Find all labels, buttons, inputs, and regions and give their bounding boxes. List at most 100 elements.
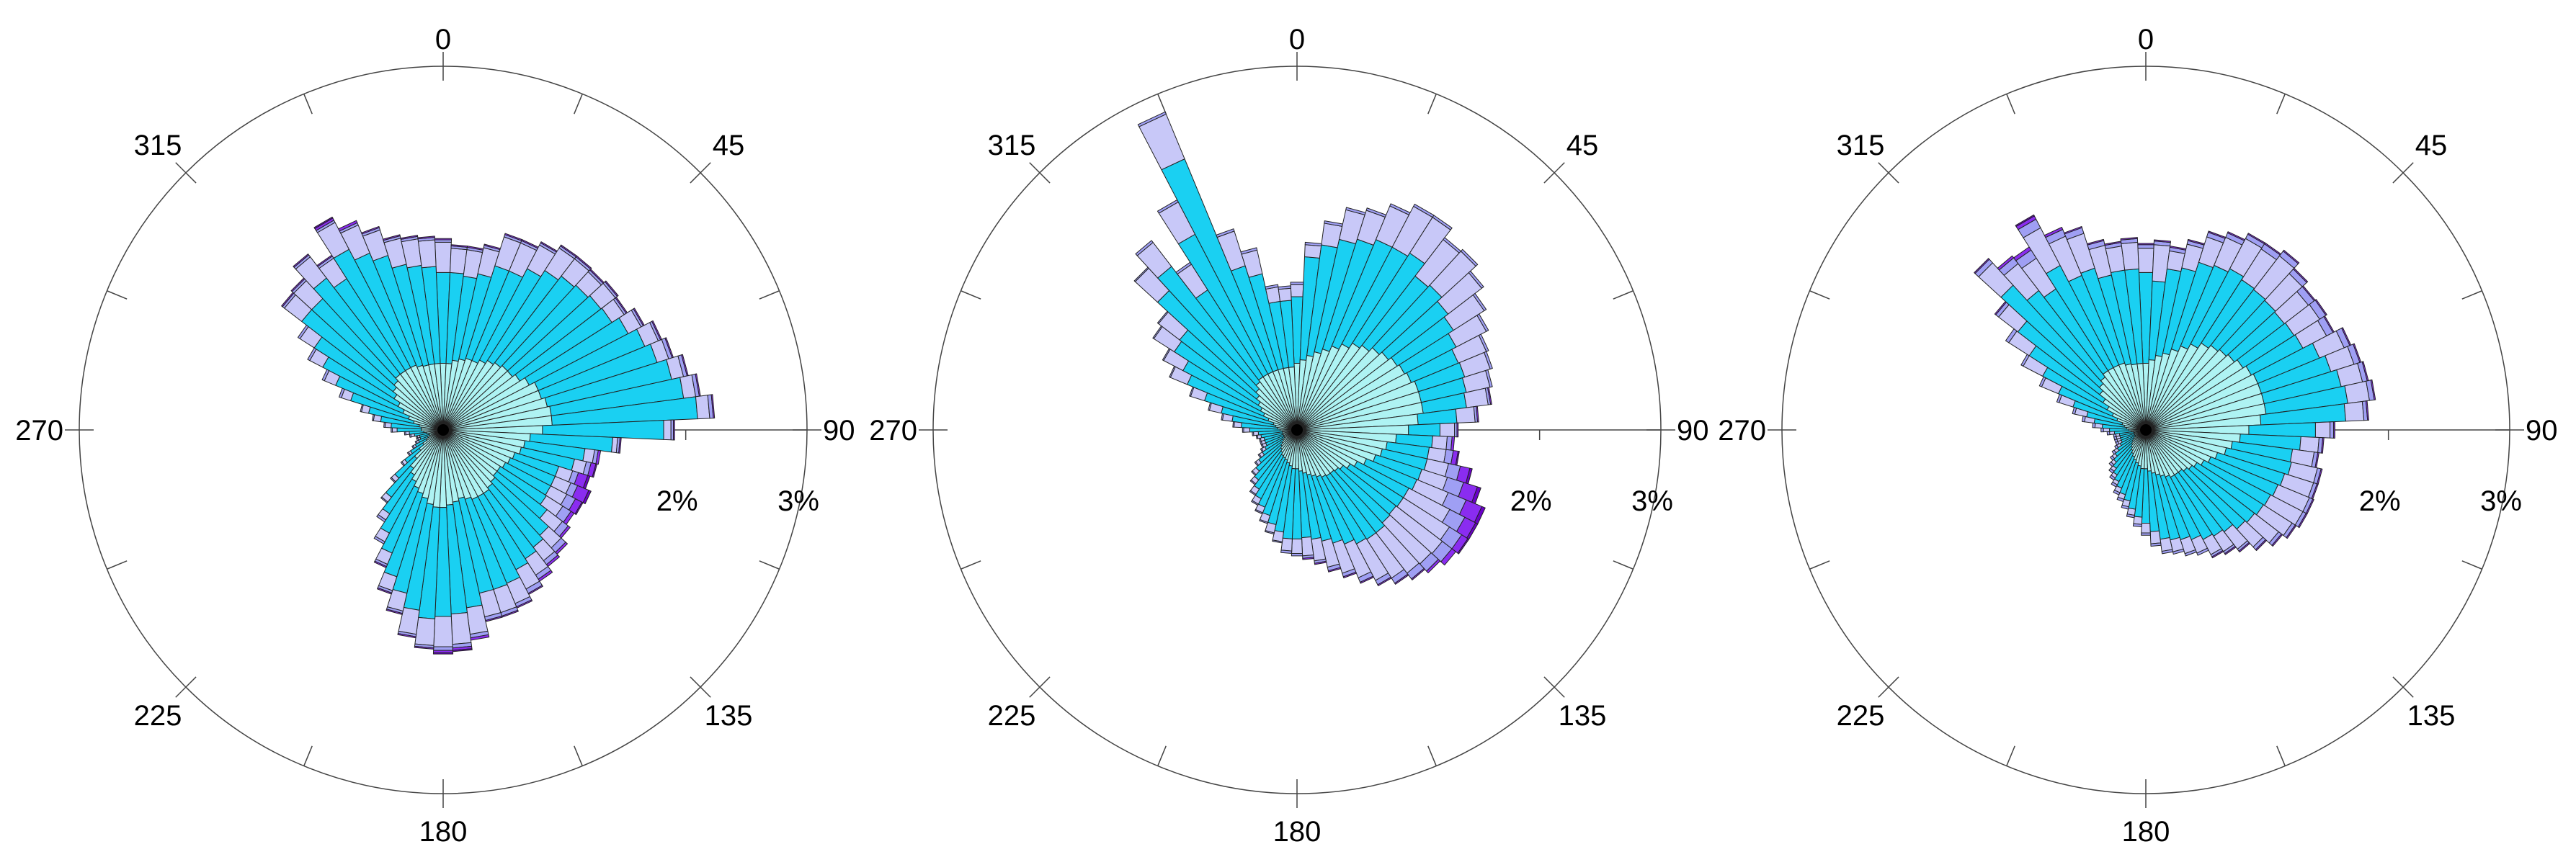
bar-segment-4	[1254, 461, 1260, 467]
bar-segment-5	[385, 609, 404, 615]
bar-segment-5	[1377, 576, 1392, 586]
bar-segment-5	[397, 633, 416, 639]
direction-label: 0	[2138, 24, 2154, 55]
direction-tick	[175, 162, 197, 184]
bar-segment-4	[2116, 496, 2125, 503]
wind-rose-3: 0 45 90 135 180 225 270 315 2% 3%	[1718, 24, 2557, 848]
direction-label: 135	[1559, 700, 1607, 732]
bar-segment-3	[1291, 538, 1303, 555]
bar-segment-4	[2110, 455, 2116, 461]
bar-segment-4	[433, 646, 453, 651]
direction-label: 315	[1837, 130, 1885, 161]
bar-segment-4	[1484, 351, 1493, 369]
bar-segment-4	[1252, 431, 1254, 436]
bar-segment-5	[434, 238, 453, 241]
bar-segment-4	[1249, 480, 1257, 485]
bar-segment-3	[2137, 248, 2154, 273]
bar-segment-4	[380, 496, 388, 503]
bar-segment-5	[377, 587, 393, 595]
direction-tick	[690, 162, 711, 184]
bar-segment-5	[338, 220, 358, 232]
direction-label: 270	[869, 415, 917, 447]
bar-segment-5	[710, 394, 716, 419]
bar-segment-3	[1290, 284, 1304, 297]
bar-segment-5	[2271, 533, 2283, 547]
bar-segment-4	[1265, 284, 1279, 290]
direction-tick	[2392, 676, 2414, 698]
direction-tick	[2006, 745, 2015, 766]
bar-segment-3	[2314, 421, 2331, 439]
radial-label: 2%	[1510, 485, 1552, 517]
bar-segment-5	[618, 437, 622, 454]
bar-segment-4	[1280, 549, 1293, 555]
bar-segment-4	[2109, 475, 2116, 481]
bar-segment-4	[1254, 508, 1263, 515]
bar-segment-4	[411, 445, 415, 449]
bar-segment-4	[1251, 470, 1257, 476]
bar-segment-3	[1301, 537, 1314, 557]
bar-segment-4	[1249, 490, 1257, 496]
direction-tick	[2276, 94, 2286, 115]
direction-tick	[574, 745, 583, 766]
direction-label: 225	[1837, 700, 1885, 732]
bar-segment-3	[2133, 516, 2143, 525]
bar-segment-5	[1476, 405, 1479, 423]
bar-segment-5	[373, 560, 387, 568]
bar-segment-5	[2064, 225, 2082, 235]
bar-segment-5	[1487, 387, 1492, 405]
bar-segment-4	[2172, 548, 2185, 555]
bar-segment-4	[2137, 244, 2154, 249]
bar-segment-6	[313, 216, 334, 229]
wind-rose-1: 0 45 90 135 180 225 270 315 2% 3%	[15, 24, 855, 848]
direction-tick	[303, 94, 313, 115]
bar-segment-3	[2141, 522, 2151, 534]
bar-segment-5	[2293, 267, 2309, 283]
bar-segment-5	[382, 234, 401, 241]
bar-segment-5	[2238, 542, 2250, 553]
bar-segment-4	[383, 421, 386, 428]
sector-bars	[1974, 214, 2376, 559]
bar-segment-4	[373, 536, 385, 544]
bar-segment-5	[1411, 567, 1425, 580]
bar-segment-5	[673, 419, 675, 441]
bar-segment-5	[2087, 238, 2105, 246]
direction-tick	[961, 290, 981, 300]
bar-segment-4	[2106, 431, 2111, 436]
radial-label: 3%	[2480, 485, 2522, 517]
bar-segment-4	[2092, 422, 2096, 428]
bar-segment-5	[1456, 422, 1459, 438]
radial-label: 2%	[2359, 485, 2401, 517]
bar-segment-2	[1408, 423, 1440, 437]
bar-segment-3	[2343, 400, 2365, 422]
direction-label: 180	[1273, 816, 1322, 848]
bar-segment-3	[1431, 435, 1448, 450]
bar-segment-3	[433, 616, 453, 647]
direction-tick	[1427, 745, 1437, 766]
bar-segment-4	[1290, 282, 1304, 285]
direction-tick	[2276, 745, 2286, 766]
direction-tick	[175, 676, 197, 698]
direction-label: 45	[713, 130, 745, 161]
bar-segment-4	[1137, 111, 1167, 127]
bar-segment-4	[2111, 481, 2118, 488]
direction-label: 45	[2415, 130, 2448, 161]
direction-label: 180	[419, 816, 468, 848]
bar-segment-3	[695, 395, 710, 420]
bar-segment-5	[361, 225, 380, 235]
bar-segment-5	[2255, 539, 2268, 552]
direction-tick	[303, 745, 313, 766]
bar-segment-5	[2370, 379, 2376, 400]
bar-segment-5	[2120, 237, 2138, 241]
bar-segment-4	[1242, 427, 1244, 433]
bar-segment-4	[1240, 247, 1258, 255]
direction-tick	[690, 676, 711, 698]
bar-segment-4	[390, 477, 396, 483]
bar-segment-5	[1974, 258, 1990, 274]
bar-segment-4	[376, 514, 386, 523]
bar-segment-4	[404, 431, 406, 436]
bar-segment-4	[670, 419, 674, 441]
bar-segment-4	[406, 452, 411, 457]
bar-segment-6	[1457, 538, 1470, 555]
bar-segment-4	[2121, 504, 2129, 510]
